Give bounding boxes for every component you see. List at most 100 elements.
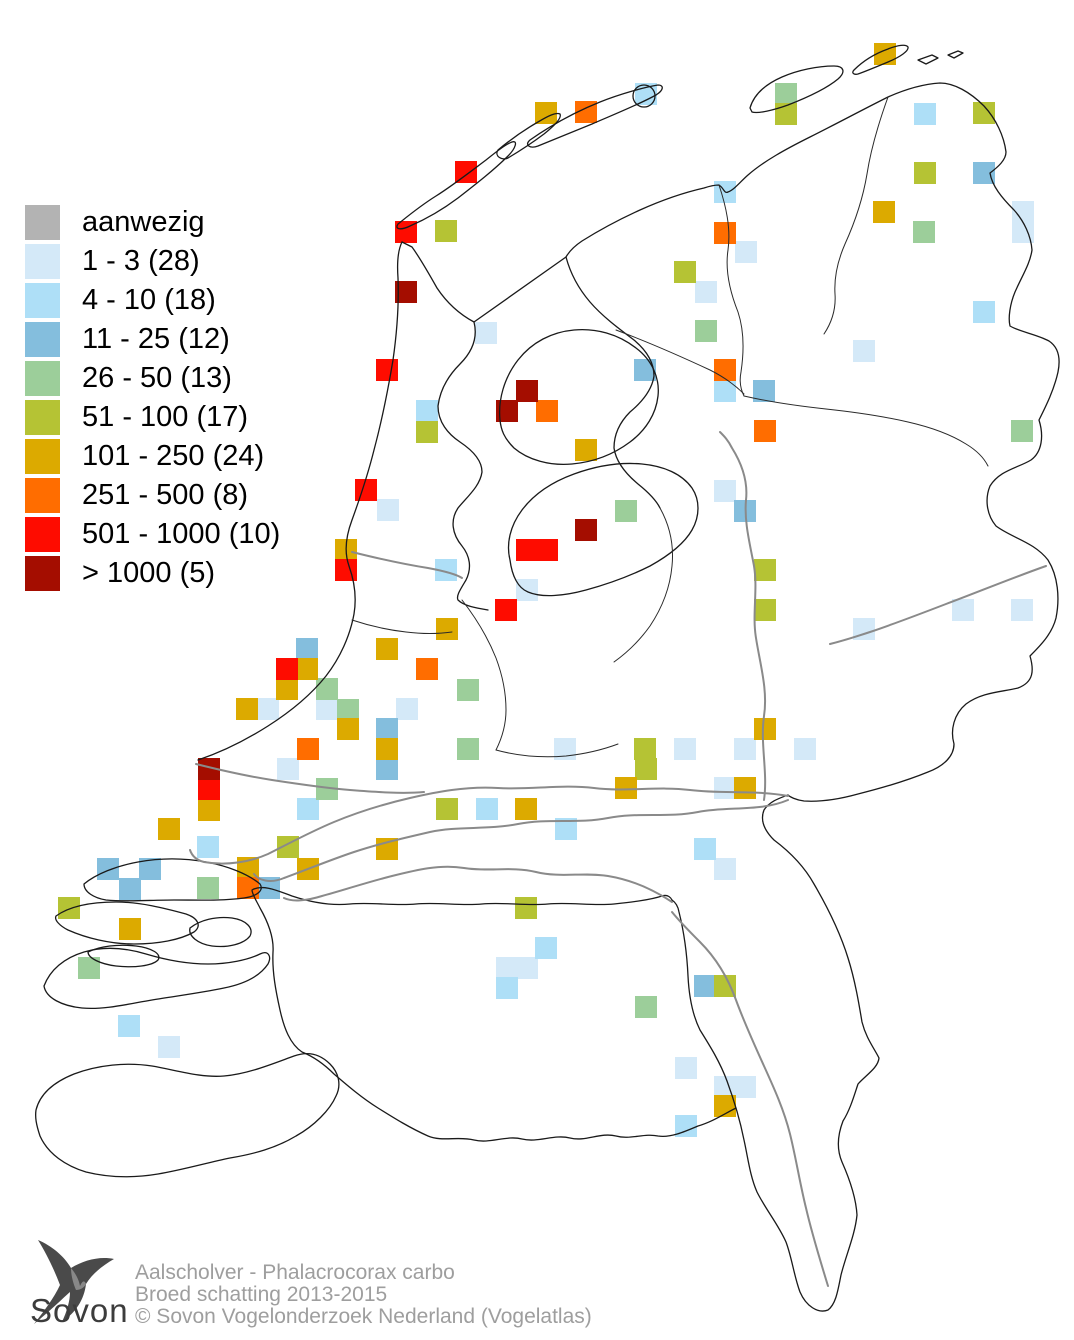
legend-swatch-c101_250	[25, 439, 60, 474]
legend: aanwezig 1 - 3 (28) 4 - 10 (18) 11 - 25 (12…	[25, 205, 280, 591]
belgian-border	[251, 886, 737, 1142]
border-utrecht-south	[495, 743, 619, 758]
legend-item-present: aanwezig	[25, 205, 280, 240]
atlas-square-c4_10	[197, 836, 219, 858]
river-waal	[253, 799, 789, 882]
atlas-square-c1_3	[714, 480, 736, 502]
atlas-square-c101_250	[119, 918, 141, 940]
atlas-square-c1_3	[396, 698, 418, 720]
atlas-square-c26_50	[197, 877, 219, 899]
legend-item-c4_10: 4 - 10 (18)	[25, 283, 280, 318]
legend-item-c51_100: 51 - 100 (17)	[25, 400, 280, 435]
islet-rottum-1	[917, 54, 939, 65]
atlas-square-c101_250	[436, 618, 458, 640]
atlas-square-c1_3	[794, 738, 816, 760]
atlas-square-c501_1000	[355, 479, 377, 501]
atlas-square-c51_100	[754, 559, 776, 581]
atlas-square-c1_3	[853, 340, 875, 362]
islet-rottum-2	[947, 50, 964, 59]
atlas-square-gt1000	[575, 519, 597, 541]
atlas-square-c4_10	[297, 798, 319, 820]
atlas-square-c101_250	[575, 439, 597, 461]
legend-label-c26_50: 26 - 50 (13)	[82, 362, 232, 394]
atlas-square-c26_50	[775, 83, 797, 105]
atlas-square-c1_3	[257, 698, 279, 720]
atlas-square-c101_250	[873, 201, 895, 223]
atlas-square-gt1000	[198, 758, 220, 780]
atlas-square-c251_500	[297, 738, 319, 760]
ijsselmeer-west-shore	[437, 321, 489, 611]
atlas-square-c51_100	[635, 758, 657, 780]
legend-label-c101_250: 101 - 250 (24)	[82, 440, 265, 472]
atlas-square-c1_3	[516, 579, 538, 601]
atlas-square-c26_50	[457, 679, 479, 701]
atlas-square-c4_10	[476, 798, 498, 820]
atlas-square-c4_10	[675, 1115, 697, 1137]
legend-item-c101_250: 101 - 250 (24)	[25, 439, 280, 474]
border-holland	[351, 619, 453, 634]
border-drenthe-overijssel	[743, 395, 989, 467]
zeeuws-vlaanderen	[34, 1053, 340, 1178]
legend-item-c251_500: 251 - 500 (8)	[25, 478, 280, 513]
island-ameland	[749, 65, 844, 114]
atlas-square-c251_500	[416, 658, 438, 680]
atlas-square-c51_100	[754, 599, 776, 621]
legend-label-c1_3: 1 - 3 (28)	[82, 245, 200, 277]
atlas-square-c101_250	[754, 718, 776, 740]
atlas-square-c101_250	[376, 638, 398, 660]
atlas-square-c11_25	[119, 878, 141, 900]
atlas-square-c1_3	[475, 322, 497, 344]
atlas-square-c1_3	[377, 499, 399, 521]
sovon-logo-text: Sovon	[30, 1292, 129, 1329]
atlas-square-c101_250	[198, 799, 220, 821]
legend-swatch-present	[25, 205, 60, 240]
atlas-square-c26_50	[78, 957, 100, 979]
atlas-square-c101_250	[535, 102, 557, 124]
atlas-square-c11_25	[634, 359, 656, 381]
mainland-outline	[401, 82, 1060, 1312]
river-lek	[189, 785, 789, 865]
atlas-square-c1_3	[734, 738, 756, 760]
atlas-square-c101_250	[337, 718, 359, 740]
map-outline-layer	[34, 44, 1060, 1312]
atlas-square-c501_1000	[455, 161, 477, 183]
atlas-square-c4_10	[435, 559, 457, 581]
atlas-square-c26_50	[615, 500, 637, 522]
atlas-square-c1_3	[316, 698, 338, 720]
atlas-square-c4_10	[914, 103, 936, 125]
atlas-square-c251_500	[575, 101, 597, 123]
atlas-square-c501_1000	[516, 539, 538, 561]
atlas-square-c11_25	[973, 162, 995, 184]
atlas-square-c501_1000	[198, 778, 220, 800]
river-maas-brabant	[283, 865, 673, 903]
atlas-square-c51_100	[435, 220, 457, 242]
atlas-square-c251_500	[536, 400, 558, 422]
border-friesland-groningen	[718, 184, 745, 397]
atlas-square-c11_25	[753, 380, 775, 402]
atlas-square-c4_10	[694, 838, 716, 860]
legend-label-c11_25: 11 - 25 (12)	[82, 323, 230, 355]
atlas-square-c26_50	[695, 320, 717, 342]
caption-species: Aalscholver - Phalacrocorax carbo	[135, 1261, 455, 1284]
atlas-square-c4_10	[973, 301, 995, 323]
atlas-square-gt1000	[395, 281, 417, 303]
legend-swatch-c501_1000	[25, 517, 60, 552]
legend-item-c1_3: 1 - 3 (28)	[25, 244, 280, 279]
atlas-square-c101_250	[158, 818, 180, 840]
atlas-square-c1_3	[714, 777, 736, 799]
legend-swatch-c4_10	[25, 283, 60, 318]
atlas-square-c1_3	[1011, 599, 1033, 621]
atlas-square-c51_100	[973, 102, 995, 124]
noordzeekanaal	[351, 551, 463, 579]
legend-swatch-c26_50	[25, 361, 60, 396]
border-utrecht-west	[461, 599, 507, 751]
atlas-square-c51_100	[775, 103, 797, 125]
atlas-square-gt1000	[516, 380, 538, 402]
atlas-square-c26_50	[457, 738, 479, 760]
atlas-square-c251_500	[714, 359, 736, 381]
atlas-square-c51_100	[416, 421, 438, 443]
river-ijssel	[719, 431, 767, 801]
atlas-square-c1_3	[675, 1057, 697, 1079]
atlas-square-c11_25	[376, 718, 398, 740]
